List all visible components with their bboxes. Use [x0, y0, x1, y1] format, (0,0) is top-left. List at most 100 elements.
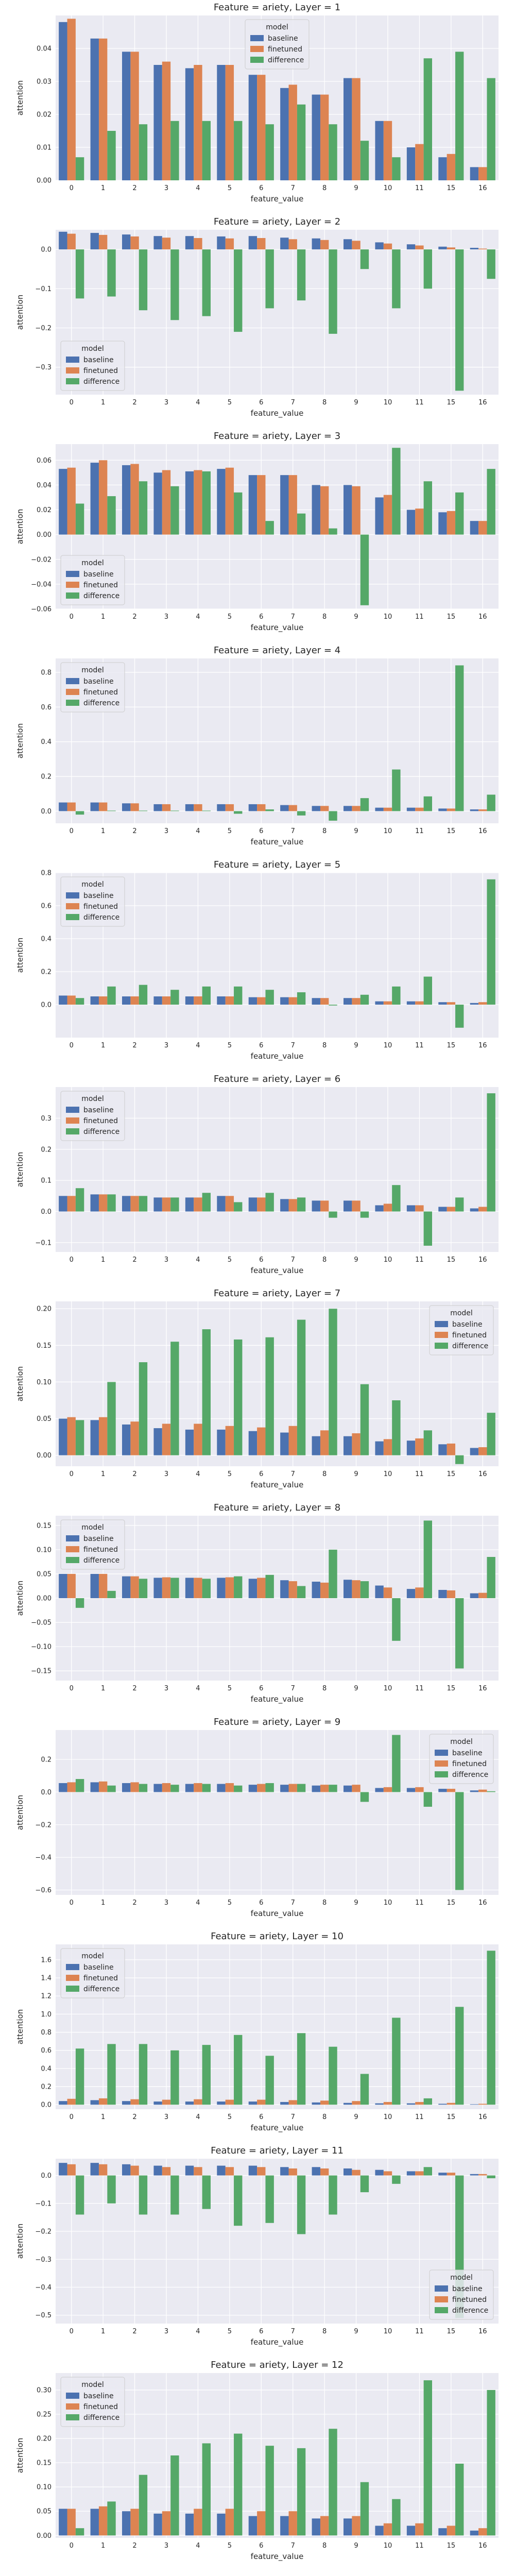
bar-finetuned-11 [415, 2523, 424, 2536]
bar-finetuned-1 [98, 2506, 108, 2536]
x-tick-label: 5 [228, 1470, 232, 1478]
bar-difference-4 [202, 471, 211, 535]
legend-swatch-baseline [435, 2285, 448, 2292]
bar-difference-3 [170, 810, 179, 811]
x-tick-label: 11 [415, 2328, 424, 2335]
bar-baseline-11 [406, 510, 416, 535]
bar-difference-2 [139, 810, 148, 811]
legend: model baseline finetuned difference [60, 1519, 125, 1570]
x-tick-label: 4 [196, 2542, 200, 2550]
bar-finetuned-9 [352, 2516, 360, 2536]
bar-baseline-10 [375, 1205, 384, 1212]
x-tick-label: 2 [132, 1685, 136, 1692]
bar-baseline-9 [344, 806, 352, 811]
bar-finetuned-2 [130, 236, 139, 250]
bar-finetuned-5 [225, 65, 234, 180]
bar-finetuned-6 [257, 2167, 266, 2176]
bar-baseline-4 [185, 1197, 194, 1212]
bar-difference-3 [170, 1197, 179, 1212]
bar-finetuned-5 [225, 1196, 234, 1212]
bar-baseline-0 [59, 1418, 67, 1455]
x-tick-label: 4 [196, 184, 200, 192]
legend-swatch-baseline [66, 892, 79, 899]
bar-baseline-16 [470, 1790, 479, 1792]
bar-baseline-15 [438, 157, 447, 180]
bar-baseline-8 [312, 2102, 320, 2105]
x-tick-label: 8 [322, 184, 327, 192]
bar-difference-1 [107, 810, 116, 811]
bar-baseline-0 [59, 2163, 67, 2176]
x-tick-label: 11 [415, 1256, 424, 1264]
bar-baseline-6 [248, 2165, 258, 2176]
chart-title: Feature = ariety, Layer = 11 [211, 2145, 344, 2156]
bar-difference-9 [360, 2074, 369, 2105]
y-tick-label: 0.04 [37, 482, 52, 489]
bar-baseline-5 [217, 236, 226, 250]
bar-finetuned-3 [162, 1783, 171, 1792]
bar-finetuned-3 [162, 61, 171, 180]
legend: model baseline finetuned difference [429, 1734, 494, 1784]
bar-baseline-5 [217, 1578, 226, 1598]
x-tick-label: 1 [101, 613, 105, 621]
x-tick-label: 15 [447, 827, 456, 835]
bar-baseline-8 [312, 1200, 320, 1212]
legend: model baseline finetuned difference [60, 1948, 125, 1998]
bar-difference-6 [265, 1783, 274, 1792]
y-tick-label: 0.20 [37, 1306, 52, 1313]
x-tick-label: 3 [164, 613, 168, 621]
chart-title: Feature = ariety, Layer = 9 [214, 1717, 340, 1727]
bar-difference-8 [329, 2175, 337, 2215]
bar-difference-3 [170, 121, 179, 180]
bar-baseline-2 [122, 1783, 131, 1792]
y-axis-label: attention [15, 938, 25, 973]
bar-finetuned-4 [194, 996, 202, 1005]
bar-baseline-9 [344, 2168, 352, 2176]
bar-difference-3 [170, 2050, 179, 2105]
x-tick-label: 9 [354, 613, 358, 621]
bar-baseline-11 [406, 2526, 416, 2536]
bar-baseline-3 [153, 2165, 162, 2176]
bar-finetuned-1 [98, 1781, 108, 1792]
bar-finetuned-4 [194, 804, 202, 811]
bar-finetuned-7 [288, 2168, 297, 2176]
legend-swatch-finetuned [435, 2296, 448, 2302]
bar-baseline-0 [59, 2509, 67, 2536]
bar-finetuned-6 [257, 2099, 266, 2105]
bar-baseline-15 [438, 1002, 447, 1005]
bar-difference-0 [75, 998, 84, 1005]
bar-finetuned-7 [288, 84, 297, 180]
x-tick-label: 1 [101, 2113, 105, 2121]
bar-baseline-5 [217, 2102, 226, 2105]
bar-baseline-6 [248, 2102, 258, 2105]
bar-baseline-15 [438, 1444, 447, 1455]
legend: model baseline finetuned difference [60, 555, 125, 605]
bar-baseline-2 [122, 465, 131, 535]
bar-baseline-9 [344, 1785, 352, 1792]
bar-finetuned-5 [225, 1783, 234, 1792]
legend-swatch-finetuned [435, 1760, 448, 1767]
y-axis-label: attention [15, 80, 25, 115]
bar-finetuned-9 [352, 806, 360, 811]
x-tick-label: 3 [164, 1256, 168, 1264]
y-tick-label: 0.05 [37, 1570, 52, 1578]
bar-difference-10 [392, 249, 401, 309]
bar-finetuned-16 [478, 2104, 487, 2105]
y-tick-label: 0.0 [41, 1208, 52, 1216]
x-axis-label: feature_value [251, 1909, 304, 1919]
legend-title: model [81, 559, 104, 567]
x-tick-label: 9 [354, 1042, 358, 1049]
legend-title: model [81, 880, 104, 889]
y-tick-label: 0.20 [37, 2435, 52, 2443]
x-tick-label: 2 [132, 1899, 136, 1907]
y-axis-label: attention [15, 1152, 25, 1187]
legend-title: model [81, 666, 104, 674]
chart-panel-3: −0.06 −0.04 −0.02 0.00 0.02 0.04 0.06 0 1 2 3 4 5 6 7 8… [15, 431, 499, 633]
chart-title: Feature = ariety, Layer = 10 [211, 1931, 344, 1942]
bar-baseline-4 [185, 1429, 194, 1455]
bar-finetuned-11 [415, 144, 424, 180]
y-tick-label: 0.6 [41, 903, 52, 910]
bar-difference-4 [202, 986, 211, 1005]
bar-baseline-4 [185, 2513, 194, 2536]
legend-title: model [81, 1952, 104, 1960]
bar-finetuned-2 [130, 52, 139, 181]
